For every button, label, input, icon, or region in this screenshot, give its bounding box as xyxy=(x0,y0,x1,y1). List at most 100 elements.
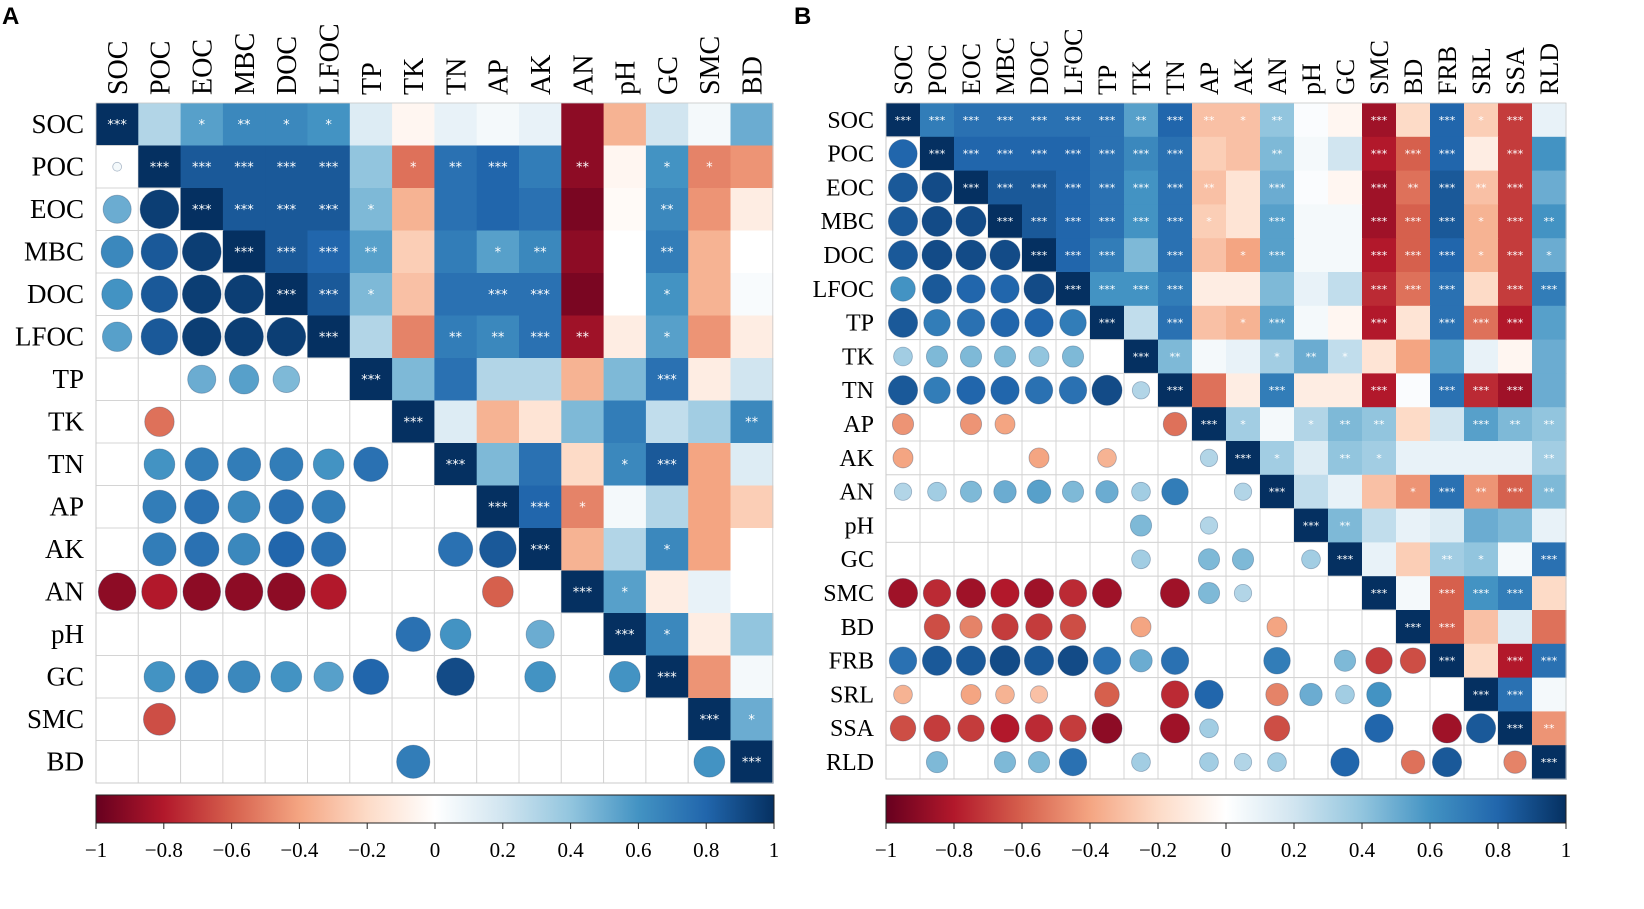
heat-cell-ak-ak xyxy=(1226,441,1261,476)
heat-cell-mbc-gc xyxy=(1328,204,1363,239)
grid-cell-smc-tk xyxy=(391,697,435,741)
significance-stars-doc-ap: *** xyxy=(488,288,508,303)
panel-letter-a: A xyxy=(2,3,19,30)
significance-stars-poc-eoc: *** xyxy=(963,148,980,161)
circle-mark-tk-poc xyxy=(144,406,175,437)
significance-stars-soc-ap: ** xyxy=(1204,114,1216,127)
significance-stars-poc-poc: *** xyxy=(150,160,170,175)
heat-cell-tp-an xyxy=(561,358,605,402)
heat-cell-smc-smc xyxy=(688,698,732,742)
heat-cell-eoc-mbc xyxy=(222,188,266,232)
circle-mark-eoc-soc xyxy=(887,172,919,203)
circle-mark-ssa-smc xyxy=(1364,713,1394,743)
circle-mark-ak-tn xyxy=(437,531,474,567)
circle-mark-lfoc-doc xyxy=(266,316,307,357)
heat-cell-soc-bd xyxy=(1396,103,1431,138)
significance-stars-soc-mbc: ** xyxy=(238,118,252,133)
heat-cell-poc-tp xyxy=(1090,136,1125,172)
heat-cell-ph-gc xyxy=(645,613,689,657)
circle-mark-rld-ak xyxy=(1233,752,1253,772)
circle-mark-tn-lfoc xyxy=(312,448,345,481)
heat-cell-tk-tn xyxy=(1158,339,1193,374)
heat-cell-poc-ph xyxy=(603,145,647,189)
circle-mark-ap-mbc xyxy=(994,413,1016,435)
circle-mark-an-lfoc xyxy=(310,573,347,610)
heat-cell-ak-an xyxy=(1260,441,1295,476)
heat-cell-lfoc-gc xyxy=(1328,272,1363,307)
heat-cell-gc-frb xyxy=(1430,542,1465,577)
grid-cell-ap-tk xyxy=(1123,406,1159,442)
heat-cell-lfoc-srl xyxy=(1464,272,1499,307)
significance-stars-tn-an: *** xyxy=(1269,384,1286,397)
heat-cell-mbc-lfoc xyxy=(307,230,351,274)
heat-cell-soc-soc xyxy=(96,103,139,147)
significance-stars-tp-frb: *** xyxy=(1439,317,1456,330)
significance-stars-soc-lfoc: * xyxy=(325,118,332,133)
circle-mark-tn-lfoc xyxy=(1058,376,1088,405)
grid-cell-an-tk xyxy=(391,570,435,614)
heat-cell-poc-poc xyxy=(138,145,182,189)
significance-stars-tp-srl: *** xyxy=(1473,317,1490,330)
heat-cell-tp-rld xyxy=(1532,305,1567,341)
heat-cell-ph-ph xyxy=(603,613,647,657)
significance-stars-ap-ap: *** xyxy=(488,500,508,515)
significance-stars-doc-smc: *** xyxy=(1371,249,1388,262)
grid-cell-srl-tk xyxy=(1123,677,1159,712)
grid-cell-ak-tn xyxy=(1157,440,1193,476)
significance-stars-smc-ssa: *** xyxy=(1507,587,1524,600)
col-label-tn: TN xyxy=(441,58,472,95)
significance-stars-tn-tn: *** xyxy=(446,458,466,473)
heat-cell-soc-tk xyxy=(1124,103,1159,138)
col-label-tk: TK xyxy=(399,58,430,95)
heat-cell-soc-gc xyxy=(1328,103,1363,138)
significance-stars-an-srl: ** xyxy=(1476,486,1488,499)
grid-cell-bd-eoc xyxy=(180,740,224,784)
circle-mark-tp-eoc xyxy=(956,308,986,337)
heat-cell-ap-bd xyxy=(730,485,774,529)
circle-mark-srl-soc xyxy=(893,684,913,705)
significance-stars-eoc-eoc: *** xyxy=(192,203,212,218)
row-label-ap: AP xyxy=(49,492,84,522)
circle-mark-gc-lfoc xyxy=(313,661,344,692)
circle-mark-lfoc-doc xyxy=(1023,273,1055,305)
heat-cell-mbc-doc xyxy=(1022,204,1057,239)
significance-stars-poc-doc: *** xyxy=(1031,148,1048,161)
circle-mark-ak-ap xyxy=(479,530,517,568)
colorbar-tick-label: −0.4 xyxy=(1071,838,1110,862)
circle-mark-ssa-poc xyxy=(923,714,951,742)
heat-cell-eoc-eoc xyxy=(954,170,989,205)
circle-mark-tn-eoc xyxy=(184,447,219,482)
heat-cell-bd-ssa xyxy=(1498,610,1533,645)
heat-cell-soc-mbc xyxy=(988,103,1023,138)
heat-cell-tn-gc xyxy=(1328,373,1363,408)
grid-cell-ph-ap xyxy=(476,612,520,656)
significance-stars-tp-tn: *** xyxy=(1167,317,1184,330)
grid-cell-rld-eoc xyxy=(953,744,989,780)
circle-mark-srl-mbc xyxy=(995,684,1015,705)
heat-cell-gc-gc xyxy=(645,655,689,699)
grid-cell-bd-ap xyxy=(1191,609,1227,645)
heat-cell-tp-tn xyxy=(434,358,478,402)
heat-cell-poc-bd xyxy=(1396,136,1431,172)
grid-cell-ak-tk xyxy=(1123,440,1159,476)
significance-stars-ssa-ssa: *** xyxy=(1507,722,1524,735)
circle-mark-smc-mbc xyxy=(990,578,1020,608)
circle-mark-smc-eoc xyxy=(955,578,987,609)
heat-cell-tp-ph xyxy=(603,358,647,402)
significance-stars-soc-mbc: *** xyxy=(997,114,1014,127)
circle-mark-frb-smc xyxy=(1365,647,1393,675)
heat-cell-tn-ph xyxy=(1294,373,1329,408)
heat-cell-tp-tp xyxy=(349,358,393,402)
grid-cell-tk-tp xyxy=(1089,339,1125,374)
grid-cell-bd-poc xyxy=(137,740,182,784)
significance-stars-lfoc-frb: *** xyxy=(1439,283,1456,296)
grid-cell-gc-tp xyxy=(1089,541,1125,577)
circle-mark-tn-poc xyxy=(923,376,951,404)
grid-cell-ap-tk xyxy=(391,485,435,529)
heat-cell-lfoc-ap xyxy=(476,315,520,359)
significance-stars-an-ph: * xyxy=(622,585,629,600)
heat-cell-tn-smc xyxy=(1362,373,1397,408)
significance-stars-tp-gc: *** xyxy=(657,373,677,388)
col-label-soc: SOC xyxy=(103,41,134,95)
heat-cell-tn-rld xyxy=(1532,373,1567,408)
